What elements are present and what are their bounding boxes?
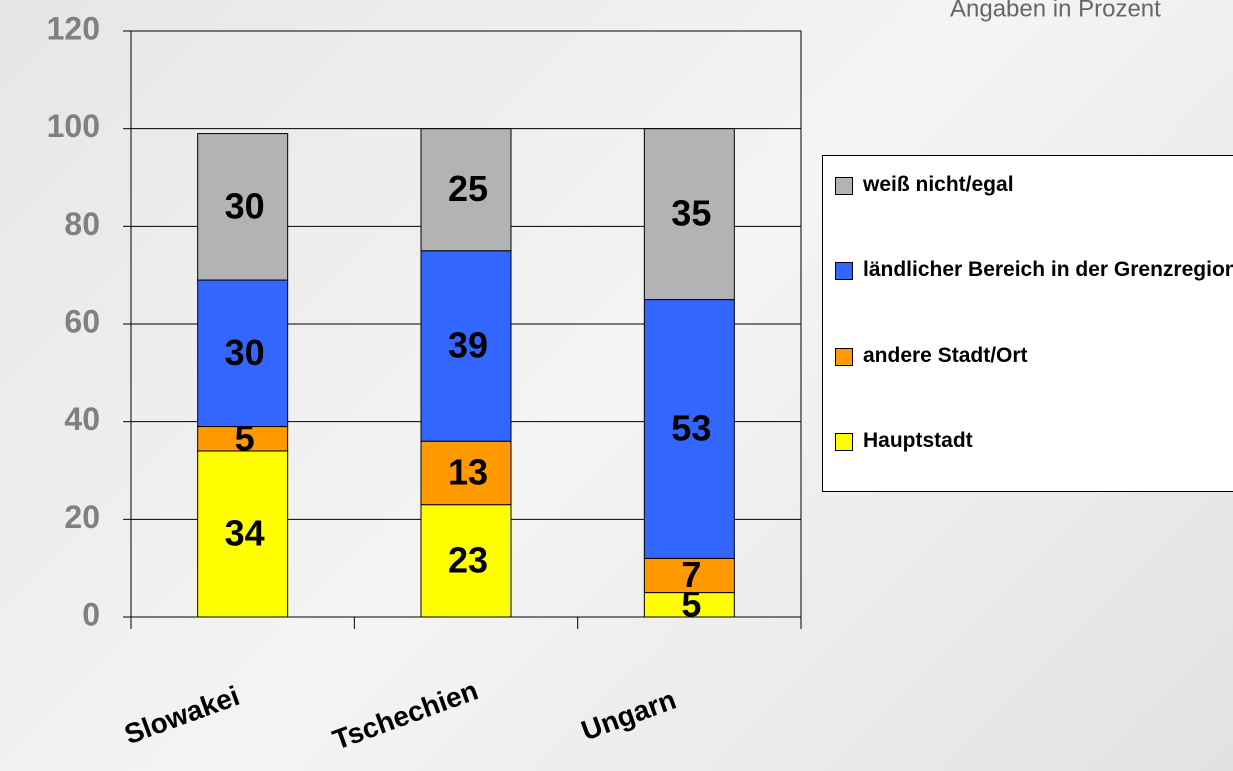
data-label: 53 — [671, 408, 711, 449]
legend-swatch — [835, 433, 853, 451]
legend-swatch — [835, 177, 853, 195]
legend-label: andere Stadt/Ort — [863, 344, 1028, 367]
data-label: 30 — [225, 185, 265, 226]
bar-segment — [420, 440, 512, 506]
y-tick-label: 0 — [82, 596, 100, 632]
bar-segment — [643, 299, 735, 559]
legend-swatch — [835, 348, 853, 366]
bar-segment — [420, 504, 512, 618]
y-tick-label: 20 — [64, 499, 100, 535]
bar-segment — [197, 450, 289, 618]
data-label: 25 — [448, 168, 488, 209]
data-label: 39 — [448, 324, 488, 365]
data-label: 5 — [235, 417, 255, 458]
legend-label: ländlicher Bereich in der Grenzregion — [863, 258, 1233, 281]
bar-segment — [197, 279, 289, 428]
legend-item: andere Stadt/Ort — [835, 339, 1233, 373]
data-label: 35 — [671, 193, 711, 234]
legend-item: Hauptstadt — [835, 424, 1233, 458]
data-label: 34 — [225, 512, 265, 553]
bar-segment — [197, 426, 289, 452]
legend-label: Hauptstadt — [863, 429, 973, 452]
y-tick-label: 40 — [64, 401, 100, 437]
bar-segment — [643, 128, 735, 301]
y-tick-label: 120 — [47, 10, 100, 46]
y-tick-label: 60 — [64, 303, 100, 339]
bar-segment — [643, 557, 735, 594]
legend-item: weiß nicht/egal — [835, 168, 1233, 202]
legend-item: ländlicher Bereich in der Grenzregion — [835, 253, 1233, 287]
x-tick-label: Ungarn — [577, 684, 680, 747]
subtitle: Angaben in Prozent — [950, 0, 1161, 22]
data-label: 7 — [681, 554, 701, 595]
y-tick-label: 100 — [47, 108, 100, 144]
legend-swatch — [835, 262, 853, 280]
data-label: 5 — [681, 583, 701, 624]
x-tick-label: Tschechien — [329, 674, 482, 755]
legend-label: weiß nicht/egal — [863, 173, 1014, 196]
x-tick-label: Slowakei — [120, 680, 243, 750]
bar-segment — [420, 250, 512, 442]
bar-segment — [197, 133, 289, 281]
data-label: 30 — [225, 332, 265, 373]
y-tick-label: 80 — [64, 206, 100, 242]
data-label: 23 — [448, 539, 488, 580]
data-label: 13 — [448, 451, 488, 492]
bar-segment — [420, 128, 512, 252]
legend: Hauptstadt andere Stadt/Ort ländlicher Ber… — [822, 155, 1233, 492]
